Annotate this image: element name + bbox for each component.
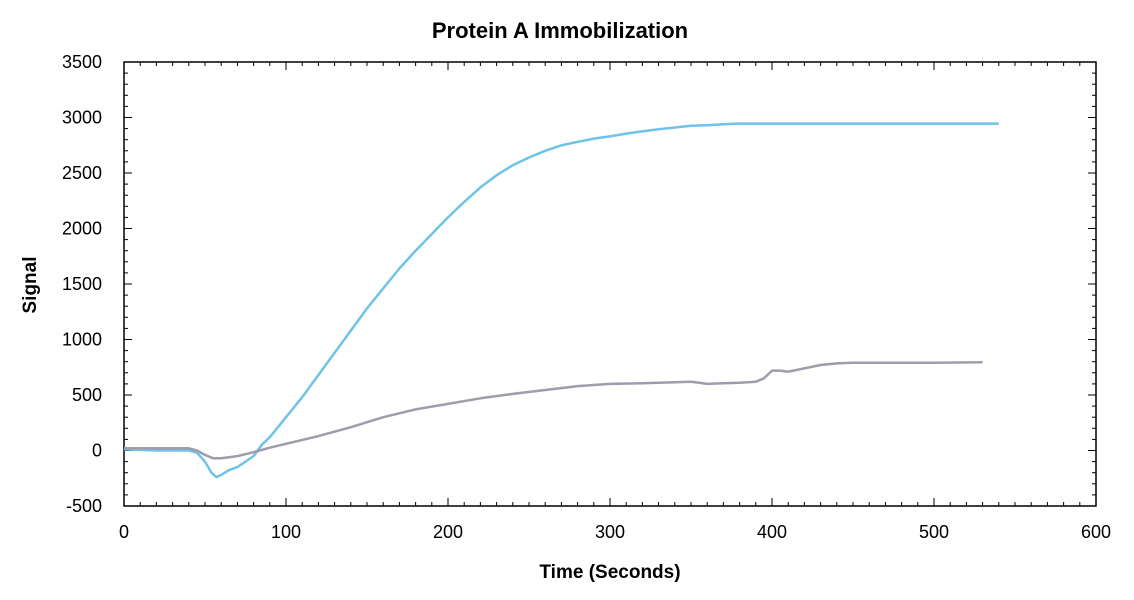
x-axis-label: Time (Seconds) [539, 562, 680, 583]
x-tick-label: 300 [595, 522, 625, 542]
x-tick-label: 0 [119, 522, 129, 542]
series-layer [123, 122, 999, 479]
y-tick-label: 1500 [62, 274, 102, 294]
plot-area-frame [123, 61, 1097, 507]
y-axis-label: Signal [20, 256, 41, 313]
tick-labels: 0 100 200 300 400 500 600 -500 0 500 1000 1500 2000 2… [62, 52, 1111, 542]
x-tick-label: 200 [433, 522, 463, 542]
series-2-line [124, 361, 983, 460]
y-tick-label: 1000 [62, 330, 102, 350]
x-tick-label: 600 [1081, 522, 1111, 542]
y-tick-label: -500 [66, 496, 102, 516]
y-tick-label: 500 [72, 385, 102, 405]
chart-title: Protein A Immobilization [432, 18, 688, 43]
x-tick-label: 500 [919, 522, 949, 542]
y-tick-label: 3000 [62, 108, 102, 128]
y-tick-label: 2500 [62, 163, 102, 183]
x-tick-label: 100 [271, 522, 301, 542]
y-tick-label: 0 [92, 441, 102, 461]
axis-ticks [123, 61, 1097, 507]
x-tick-label: 400 [757, 522, 787, 542]
series-1-line [123, 122, 999, 479]
y-tick-label: 2000 [62, 219, 102, 239]
y-tick-label: 3500 [62, 52, 102, 72]
